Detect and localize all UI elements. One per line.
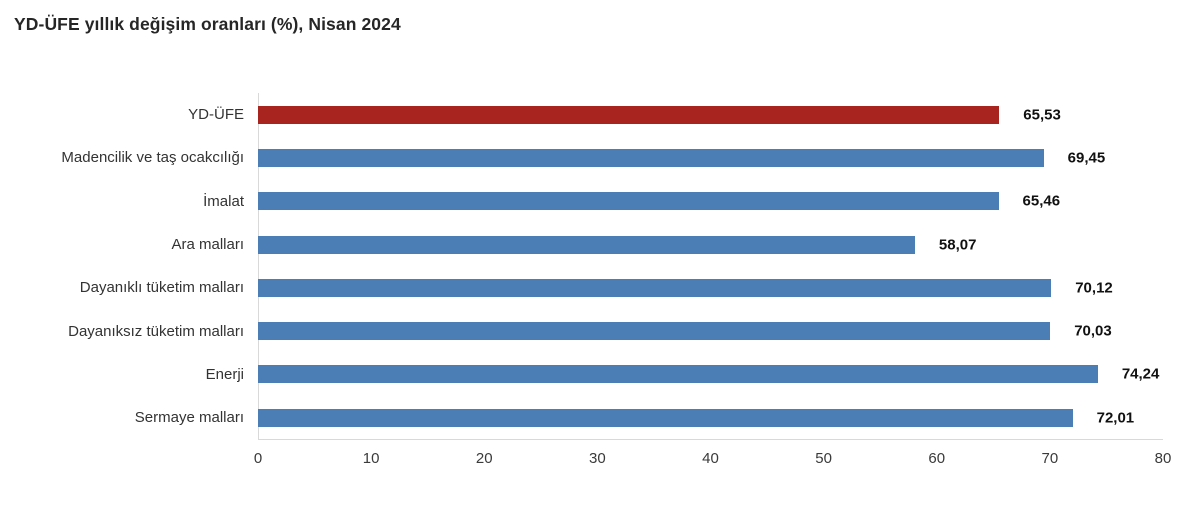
bar bbox=[258, 322, 1051, 341]
bar bbox=[258, 278, 1052, 297]
category-label: YD-ÜFE bbox=[188, 106, 244, 124]
bar bbox=[258, 408, 1073, 427]
bar-row: Sermaye malları 72,01 bbox=[0, 396, 1200, 439]
bar bbox=[258, 192, 999, 211]
value-label: 65,46 bbox=[1022, 192, 1061, 210]
bar-row: Dayanıksız tüketim malları 70,03 bbox=[0, 309, 1200, 352]
x-tick-label: 60 bbox=[928, 450, 946, 467]
bar bbox=[258, 148, 1044, 167]
category-label: Madencilik ve taş ocakcılığı bbox=[61, 149, 244, 167]
y-axis-line bbox=[258, 93, 259, 440]
bar-track: 58,07 bbox=[258, 223, 1163, 266]
value-label: 69,45 bbox=[1067, 149, 1106, 167]
bar-track: 69,45 bbox=[258, 136, 1163, 179]
plot-area: YD-ÜFE 65,53 Madencilik ve taş ocakcılığı 6… bbox=[0, 93, 1200, 440]
x-tick-label: 10 bbox=[362, 450, 380, 467]
x-axis: 0 10 20 30 40 50 60 70 80 bbox=[254, 450, 1172, 472]
bar bbox=[258, 235, 915, 254]
bar-track: 72,01 bbox=[258, 396, 1163, 439]
bar-track: 70,12 bbox=[258, 266, 1163, 309]
x-tick-label: 20 bbox=[475, 450, 493, 467]
value-label: 58,07 bbox=[938, 236, 977, 254]
bar-row: Ara malları 58,07 bbox=[0, 223, 1200, 266]
value-label: 65,53 bbox=[1023, 106, 1061, 124]
x-tick-label: 0 bbox=[253, 450, 263, 467]
bar-track: 74,24 bbox=[258, 353, 1163, 396]
value-label: 70,12 bbox=[1075, 279, 1113, 297]
bar-highlight bbox=[258, 105, 1000, 124]
bar-row: Enerji 74,24 bbox=[0, 353, 1200, 396]
bar-row: İmalat 65,46 bbox=[0, 180, 1200, 223]
category-label: Enerji bbox=[205, 365, 244, 383]
x-axis-baseline bbox=[258, 439, 1163, 440]
value-label: 74,24 bbox=[1121, 365, 1160, 383]
bar-track: 65,53 bbox=[258, 93, 1163, 136]
x-tick-label: 70 bbox=[1041, 450, 1059, 467]
category-label: Ara malları bbox=[171, 236, 244, 254]
bar bbox=[258, 365, 1098, 384]
category-label: İmalat bbox=[203, 192, 244, 210]
value-label: 72,01 bbox=[1096, 409, 1135, 427]
x-tick-label: 50 bbox=[815, 450, 832, 467]
category-label: Dayanıklı tüketim malları bbox=[79, 279, 244, 297]
category-label: Sermaye malları bbox=[134, 409, 244, 427]
bar-track: 65,46 bbox=[258, 180, 1163, 223]
x-tick-label: 80 bbox=[1154, 450, 1172, 467]
value-label: 70,03 bbox=[1074, 322, 1112, 340]
bar-track: 70,03 bbox=[258, 309, 1163, 352]
bar-row: Madencilik ve taş ocakcılığı 69,45 bbox=[0, 136, 1200, 179]
x-tick-label: 30 bbox=[589, 450, 606, 467]
chart-title: YD-ÜFE yıllık değişim oranları (%), Nisa… bbox=[14, 14, 401, 34]
bar-rows: YD-ÜFE 65,53 Madencilik ve taş ocakcılığı 6… bbox=[0, 93, 1200, 439]
category-label: Dayanıksız tüketim malları bbox=[68, 322, 244, 340]
x-tick-label: 40 bbox=[702, 450, 719, 467]
bar-row: Dayanıklı tüketim malları 70,12 bbox=[0, 266, 1200, 309]
bar-row: YD-ÜFE 65,53 bbox=[0, 93, 1200, 136]
